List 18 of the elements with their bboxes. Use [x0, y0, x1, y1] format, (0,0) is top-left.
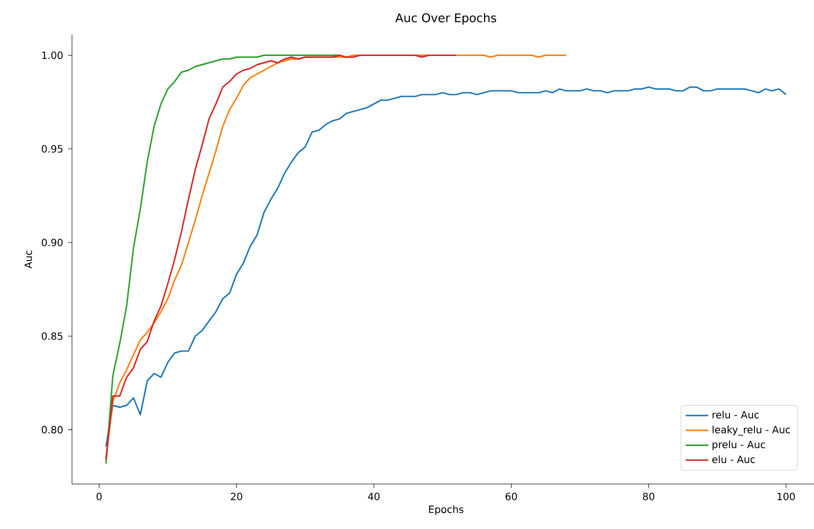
x-tick-label: 60 — [506, 492, 517, 500]
y-tick-label: 0.90 — [42, 238, 63, 246]
y-axis-title: Auc — [24, 250, 32, 269]
legend-label: leaky_relu - Auc — [712, 426, 790, 436]
x-tick-label: 100 — [778, 492, 795, 500]
legend-label: elu - Auc — [712, 455, 755, 464]
legend-label: prelu - Auc — [712, 440, 766, 450]
legend-label: relu - Auc — [712, 410, 759, 418]
chart-title: Auc Over Epochs — [395, 13, 496, 25]
y-tick-label: 0.80 — [42, 426, 63, 434]
y-tick-label: 1.00 — [42, 51, 63, 60]
x-tick-label: 80 — [642, 492, 654, 500]
y-tick-label: 0.85 — [42, 332, 62, 340]
x-tick-label: 20 — [230, 492, 242, 500]
x-tick-label: 0 — [96, 492, 102, 500]
x-tick-label: 40 — [368, 492, 380, 500]
x-axis-title: Epochs — [429, 505, 464, 515]
y-tick-label: 0.95 — [42, 145, 62, 153]
